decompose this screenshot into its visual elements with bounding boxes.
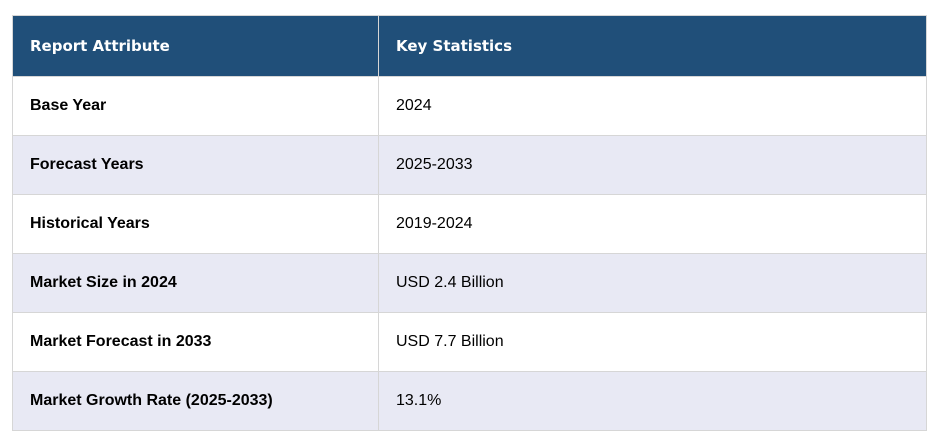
table-row: Market Size in 2024 USD 2.4 Billion (12, 253, 927, 313)
row-attribute: Market Growth Rate (2025-2033) (12, 371, 379, 431)
report-statistics-table: Report Attribute Key Statistics Base Yea… (12, 15, 927, 431)
row-value: USD 2.4 Billion (378, 253, 927, 313)
row-value: 2024 (378, 76, 927, 136)
row-value: 2025-2033 (378, 135, 927, 195)
table-row: Forecast Years 2025-2033 (12, 135, 927, 195)
table-row: Base Year 2024 (12, 76, 927, 136)
header-report-attribute: Report Attribute (12, 15, 379, 77)
row-attribute: Base Year (12, 76, 379, 136)
row-attribute: Historical Years (12, 194, 379, 254)
table-header-row: Report Attribute Key Statistics (12, 15, 927, 77)
row-value: 2019-2024 (378, 194, 927, 254)
row-value: 13.1% (378, 371, 927, 431)
header-key-statistics: Key Statistics (378, 15, 927, 77)
row-value: USD 7.7 Billion (378, 312, 927, 372)
table-row: Historical Years 2019-2024 (12, 194, 927, 254)
table-row: Market Forecast in 2033 USD 7.7 Billion (12, 312, 927, 372)
table-row: Market Growth Rate (2025-2033) 13.1% (12, 371, 927, 431)
row-attribute: Market Size in 2024 (12, 253, 379, 313)
row-attribute: Forecast Years (12, 135, 379, 195)
row-attribute: Market Forecast in 2033 (12, 312, 379, 372)
